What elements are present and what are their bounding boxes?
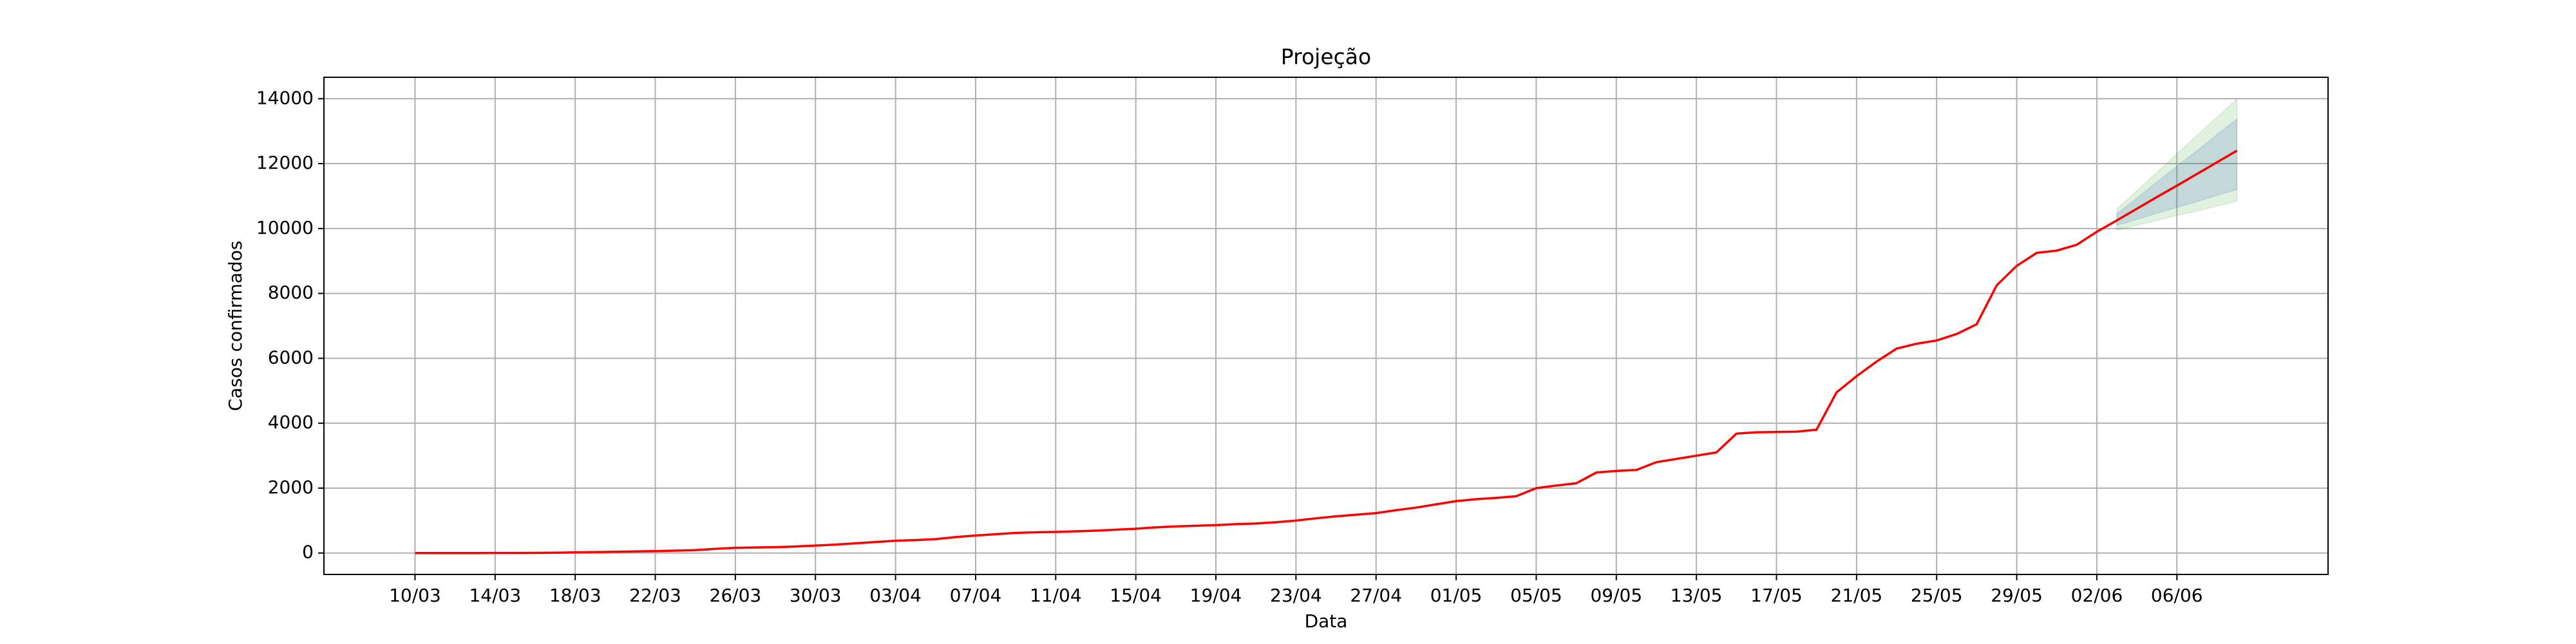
y-tick-label: 0 — [302, 542, 314, 563]
y-tick-label: 12000 — [256, 152, 314, 173]
x-tick-label: 03/04 — [869, 585, 922, 606]
y-tick-label: 10000 — [256, 217, 314, 238]
x-tick-label: 09/05 — [1590, 585, 1642, 606]
y-tick-label: 8000 — [268, 282, 314, 303]
x-tick-label: 26/03 — [710, 585, 762, 606]
x-tick-label: 23/04 — [1270, 585, 1322, 606]
x-tick-label: 15/04 — [1110, 585, 1162, 606]
x-tick-label: 25/05 — [1911, 585, 1963, 606]
x-tick-label: 13/05 — [1671, 585, 1723, 606]
x-tick-label: 19/04 — [1190, 585, 1242, 606]
x-tick-label: 14/03 — [469, 585, 521, 606]
x-tick-label: 21/05 — [1831, 585, 1883, 606]
y-axis-label: Casos confirmados — [225, 241, 246, 412]
x-tick-label: 07/04 — [950, 585, 1002, 606]
x-tick-label: 18/03 — [549, 585, 601, 606]
y-tick-label: 4000 — [268, 412, 314, 433]
x-tick-label: 27/04 — [1350, 585, 1402, 606]
confidence-band — [2116, 118, 2238, 226]
x-tick-label: 05/05 — [1510, 585, 1562, 606]
x-axis-label: Data — [1305, 611, 1348, 632]
y-tick-label: 2000 — [268, 477, 314, 498]
plot-frame — [323, 77, 2329, 575]
x-tick-label: 10/03 — [389, 585, 441, 606]
chart-title: Projeção — [1281, 44, 1371, 70]
confidence-band — [2116, 98, 2238, 231]
x-tick-label: 01/05 — [1430, 585, 1482, 606]
x-tick-label: 02/06 — [2071, 585, 2123, 606]
data-line — [415, 149, 2238, 554]
x-tick-label: 17/05 — [1750, 585, 1803, 606]
y-tick-label: 6000 — [268, 346, 314, 368]
x-tick-label: 29/05 — [1991, 585, 2043, 606]
x-tick-label: 11/04 — [1030, 585, 1082, 606]
y-tick-label: 14000 — [256, 87, 314, 108]
x-tick-label: 06/06 — [2151, 585, 2203, 606]
x-tick-label: 30/03 — [790, 585, 842, 606]
x-tick-label: 22/03 — [629, 585, 681, 606]
